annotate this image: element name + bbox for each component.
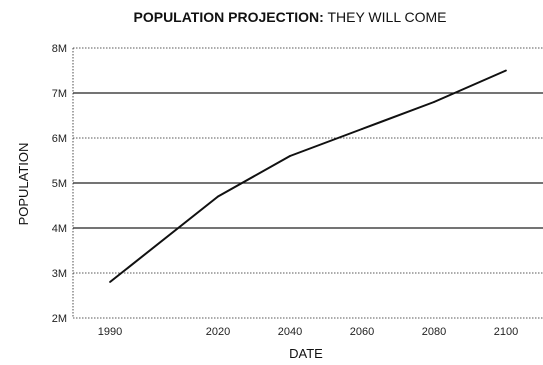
x-tick-label: 1990 xyxy=(98,326,122,338)
y-tick-label: 3M xyxy=(52,268,67,280)
gridlines xyxy=(72,47,543,319)
chart-title-bold: POPULATION PROJECTION: xyxy=(134,9,324,25)
x-tick-label: 2020 xyxy=(206,326,230,338)
y-tick-label: 2M xyxy=(52,313,67,325)
x-tick-label: 2100 xyxy=(494,326,518,338)
x-tick-label: 2080 xyxy=(422,326,446,338)
y-tick-label: 5M xyxy=(52,178,67,190)
data-point xyxy=(433,101,435,103)
y-tick-label: 6M xyxy=(52,133,67,145)
x-tick-label: 2040 xyxy=(278,326,302,338)
y-tick-label: 4M xyxy=(52,223,67,235)
y-tick-label: 7M xyxy=(52,88,67,100)
chart-title: POPULATION PROJECTION: THEY WILL COME xyxy=(134,9,447,25)
y-axis-label: POPULATION xyxy=(16,143,31,226)
data-point xyxy=(289,155,291,157)
x-tick-label: 2060 xyxy=(350,326,374,338)
chart-title-rest: THEY WILL COME xyxy=(324,9,447,25)
y-tick-label: 8M xyxy=(52,43,67,55)
x-tick-labels: 1990 2020 2040 2060 2080 2100 xyxy=(98,326,518,338)
y-tick-labels: 2M 3M 4M 5M 6M 7M 8M xyxy=(52,43,67,325)
x-axis-label: DATE xyxy=(289,346,323,361)
data-point xyxy=(505,69,507,72)
population-line xyxy=(109,69,507,283)
series-group xyxy=(109,69,507,283)
data-point xyxy=(217,195,219,198)
data-point xyxy=(109,281,111,283)
data-point xyxy=(361,128,363,130)
